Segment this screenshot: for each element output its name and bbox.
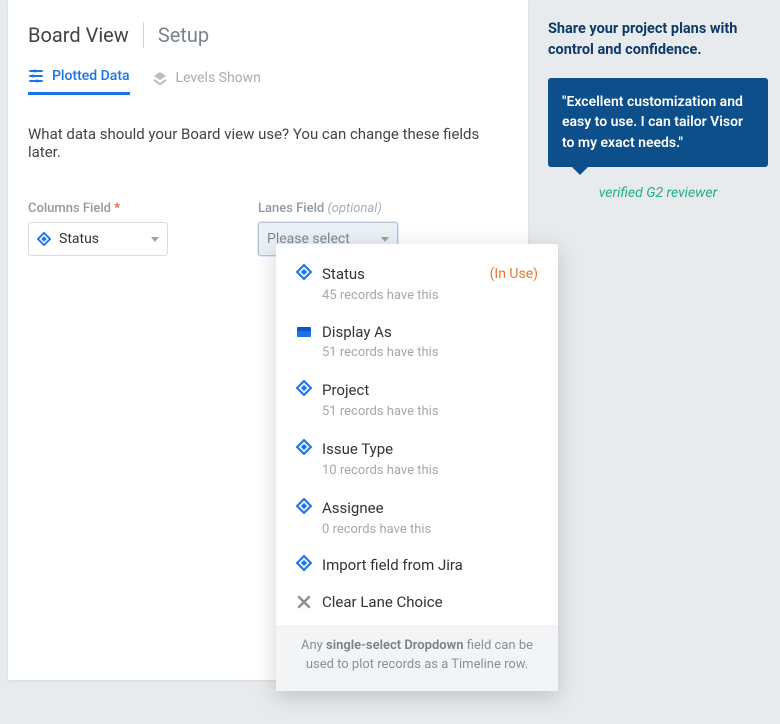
close-icon xyxy=(296,594,312,610)
action-label: Import field from Jira xyxy=(322,556,463,574)
dropdown-option-display-as[interactable]: Display As 51 records have this xyxy=(276,317,558,368)
diamond-icon xyxy=(296,264,312,284)
option-label: Display As xyxy=(322,323,392,341)
clear-lane-choice[interactable]: Clear Lane Choice xyxy=(276,589,558,619)
option-label: Issue Type xyxy=(322,440,393,458)
sidebar-promo: Share your project plans with control an… xyxy=(548,18,768,201)
chevron-down-icon xyxy=(381,237,389,242)
tab-plotted-data[interactable]: Plotted Data xyxy=(28,68,130,95)
columns-field-select[interactable]: Status xyxy=(28,222,168,256)
filter-icon xyxy=(28,68,44,84)
action-label: Clear Lane Choice xyxy=(322,593,443,611)
lanes-dropdown: Status (In Use) 45 records have this Dis… xyxy=(276,244,558,691)
dropdown-option-issue-type[interactable]: Issue Type 10 records have this xyxy=(276,433,558,486)
card-icon xyxy=(296,324,312,340)
tab-label: Plotted Data xyxy=(52,68,130,84)
columns-field-group: Columns Field * Status xyxy=(28,201,168,256)
diamond-icon xyxy=(37,232,51,246)
in-use-badge: (In Use) xyxy=(490,266,538,282)
option-subtext: 0 records have this xyxy=(296,520,538,537)
header-subtitle: Setup xyxy=(158,23,209,47)
columns-field-value: Status xyxy=(59,231,151,247)
optional-hint: (optional) xyxy=(327,201,381,216)
dropdown-option-status[interactable]: Status (In Use) 45 records have this xyxy=(276,258,558,311)
header-title: Board View xyxy=(28,23,129,47)
tabs: Plotted Data Levels Shown xyxy=(28,68,508,95)
header: Board View Setup xyxy=(28,22,508,48)
promo-quote: "Excellent customization and easy to use… xyxy=(548,78,768,167)
layers-icon xyxy=(152,70,168,86)
import-from-jira[interactable]: Import field from Jira xyxy=(276,551,558,583)
required-asterisk: * xyxy=(114,201,120,216)
diamond-icon xyxy=(296,555,312,575)
columns-field-label: Columns Field * xyxy=(28,201,168,216)
lanes-field-label: Lanes Field (optional) xyxy=(258,201,398,216)
option-label: Assignee xyxy=(322,499,384,517)
dropdown-footer: Any single-select Dropdown field can be … xyxy=(276,625,558,691)
diamond-icon xyxy=(296,380,312,400)
tab-label: Levels Shown xyxy=(176,70,261,86)
dropdown-option-project[interactable]: Project 51 records have this xyxy=(276,374,558,427)
promo-heading: Share your project plans with control an… xyxy=(548,18,768,60)
diamond-icon xyxy=(296,498,312,518)
setup-prompt: What data should your Board view use? Yo… xyxy=(28,125,508,161)
option-subtext: 51 records have this xyxy=(296,343,538,360)
option-subtext: 45 records have this xyxy=(296,286,538,303)
option-subtext: 51 records have this xyxy=(296,402,538,419)
option-label: Project xyxy=(322,381,369,399)
option-subtext: 10 records have this xyxy=(296,461,538,478)
promo-attribution: verified G2 reviewer xyxy=(548,185,768,201)
chevron-down-icon xyxy=(151,237,159,242)
diamond-icon xyxy=(296,439,312,459)
dropdown-option-assignee[interactable]: Assignee 0 records have this xyxy=(276,492,558,545)
option-label: Status xyxy=(322,265,365,283)
tab-levels-shown[interactable]: Levels Shown xyxy=(152,68,261,95)
header-divider xyxy=(143,22,144,48)
